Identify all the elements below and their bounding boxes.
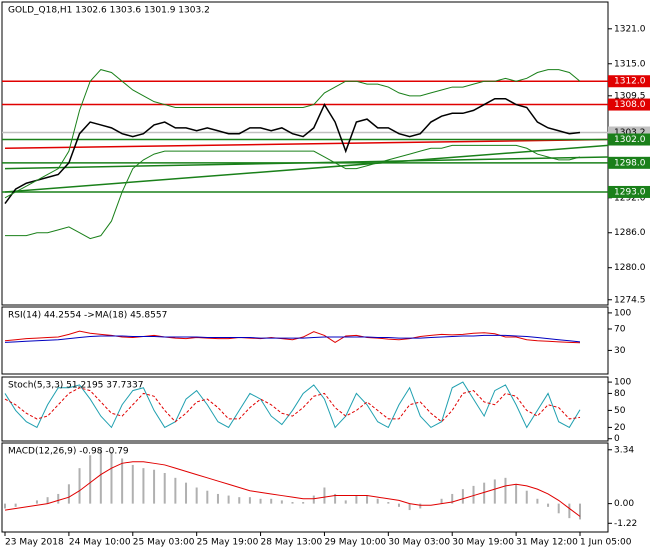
y-tick-label: 1274.5 bbox=[614, 295, 646, 305]
y-tick-label: 20 bbox=[614, 423, 626, 433]
panel-frame bbox=[1, 376, 609, 442]
y-tick-label: 80 bbox=[614, 389, 626, 399]
x-tick-label: 31 May 12:00 bbox=[516, 538, 578, 548]
x-tick-label: 29 May 10:00 bbox=[324, 538, 386, 548]
level-tag bbox=[608, 75, 650, 88]
series-line bbox=[4, 461, 581, 517]
series-line bbox=[4, 387, 581, 423]
level-label: 1293.0 bbox=[614, 187, 646, 197]
panel-title: MACD(12,26,9) -0.98 -0.79 bbox=[8, 447, 129, 457]
panel-title: RSI(14) 44.2554 ->MA(18) 45.8557 bbox=[8, 311, 167, 321]
x-tick-label: 30 May 19:00 bbox=[452, 538, 514, 548]
y-tick-label: 100 bbox=[614, 308, 631, 318]
x-tick-label: 24 May 10:00 bbox=[69, 538, 131, 548]
panel-frame bbox=[1, 306, 609, 375]
y-tick-label: 1315.0 bbox=[614, 59, 646, 69]
y-tick-label: 1280.0 bbox=[614, 263, 646, 273]
y-tick-label: 1292.0 bbox=[614, 193, 646, 203]
panel-title: GOLD_Q18,H1 1302.6 1303.6 1301.9 1303.2 bbox=[8, 6, 210, 16]
level-label: 1298.0 bbox=[614, 158, 646, 168]
series-line bbox=[4, 381, 581, 429]
panel-frame bbox=[1, 1, 609, 306]
level-label: 1308.0 bbox=[614, 100, 646, 110]
y-tick-label: 0 bbox=[614, 434, 620, 444]
level-label: 1312.0 bbox=[614, 77, 646, 87]
series-line bbox=[4, 69, 581, 199]
x-tick-label: 23 May 2018 bbox=[5, 538, 64, 548]
level-tag bbox=[608, 185, 650, 198]
level-tag bbox=[608, 133, 650, 146]
trend-line bbox=[4, 144, 609, 193]
level-tag bbox=[608, 156, 650, 169]
level-label: 1303.2 bbox=[614, 128, 646, 138]
x-tick-label: 30 May 03:00 bbox=[388, 538, 450, 548]
y-tick-label: -1.22 bbox=[614, 519, 637, 529]
y-tick-label: 0.00 bbox=[614, 499, 634, 509]
trend-line bbox=[4, 138, 609, 150]
series-line bbox=[4, 334, 581, 343]
x-tick-label: 25 May 19:00 bbox=[197, 538, 259, 548]
y-tick-label: 1321.0 bbox=[614, 24, 646, 34]
panel-frame bbox=[1, 442, 609, 533]
y-tick-label: 3.34 bbox=[614, 445, 634, 455]
y-tick-label: 50 bbox=[614, 406, 626, 416]
series-line bbox=[4, 330, 581, 344]
y-tick-label: 100 bbox=[614, 378, 631, 388]
x-tick-label: 28 May 13:00 bbox=[261, 538, 323, 548]
y-tick-label: 1309.5 bbox=[614, 91, 646, 101]
x-tick-label: 25 May 03:00 bbox=[133, 538, 195, 548]
series-line bbox=[4, 97, 581, 205]
panel-title: Stoch(5,3,3) 51.2195 37.7337 bbox=[8, 381, 143, 391]
y-tick-label: 1286.0 bbox=[614, 228, 646, 238]
level-tag bbox=[608, 98, 650, 111]
series-line bbox=[5, 144, 581, 240]
y-tick-label: 70 bbox=[614, 324, 626, 334]
level-tag bbox=[608, 126, 650, 139]
y-tick-label: 30 bbox=[614, 346, 626, 356]
level-label: 1302.0 bbox=[614, 135, 646, 145]
x-tick-label: 1 Jun 05:00 bbox=[580, 538, 632, 548]
